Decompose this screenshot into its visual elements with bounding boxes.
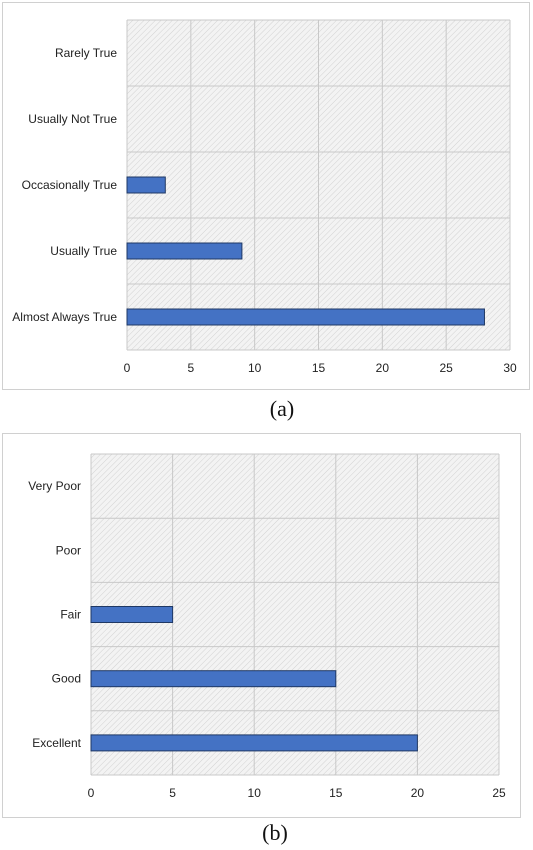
chart-b-x-tick-label: 5 bbox=[169, 786, 176, 800]
chart-b-x-tick-label: 25 bbox=[492, 786, 506, 800]
chart-b-bar-good bbox=[90, 670, 337, 688]
chart-a-category-label: Almost Always True bbox=[12, 310, 117, 324]
chart-a-x-tick-label: 15 bbox=[312, 361, 326, 375]
chart-a-x-tick-label: 0 bbox=[124, 361, 131, 375]
chart-a-x-tick-label: 30 bbox=[503, 361, 517, 375]
caption-b: (b) bbox=[262, 820, 288, 845]
chart-a-bar-almost-always-true bbox=[126, 308, 485, 326]
chart-a-x-tick-label: 10 bbox=[248, 361, 262, 375]
chart-b-x-tick-label: 20 bbox=[411, 786, 425, 800]
chart-a-category-label: Usually Not True bbox=[28, 112, 117, 126]
chart-a-bar-occasionally-true bbox=[126, 176, 166, 194]
chart-b-bar-excellent bbox=[90, 734, 418, 752]
chart-b-x-tick-label: 10 bbox=[248, 786, 262, 800]
chart-a-x-tick-label: 25 bbox=[439, 361, 453, 375]
chart-a-bar-usually-true bbox=[126, 242, 243, 260]
chart-b-x-tick-label: 0 bbox=[88, 786, 95, 800]
chart-b-category-label: Fair bbox=[60, 608, 81, 622]
chart-a-x-tick-label: 5 bbox=[187, 361, 194, 375]
chart-b-category-label: Very Poor bbox=[28, 479, 81, 493]
chart-b-x-tick-label: 15 bbox=[329, 786, 343, 800]
chart-b-category-label: Good bbox=[52, 672, 81, 686]
chart-b-category-label: Poor bbox=[56, 543, 81, 557]
chart-a-category-label: Rarely True bbox=[55, 46, 117, 60]
chart-b-category-label: Excellent bbox=[32, 736, 81, 750]
chart-a: Rarely True Usually Not True Occasionally … bbox=[12, 19, 517, 375]
chart-a-category-label: Occasionally True bbox=[22, 178, 118, 192]
caption-a: (a) bbox=[269, 396, 295, 421]
chart-a-category-label: Usually True bbox=[50, 244, 117, 258]
chart-b-bar-fair bbox=[90, 606, 174, 623]
chart-a-x-tick-label: 20 bbox=[376, 361, 390, 375]
